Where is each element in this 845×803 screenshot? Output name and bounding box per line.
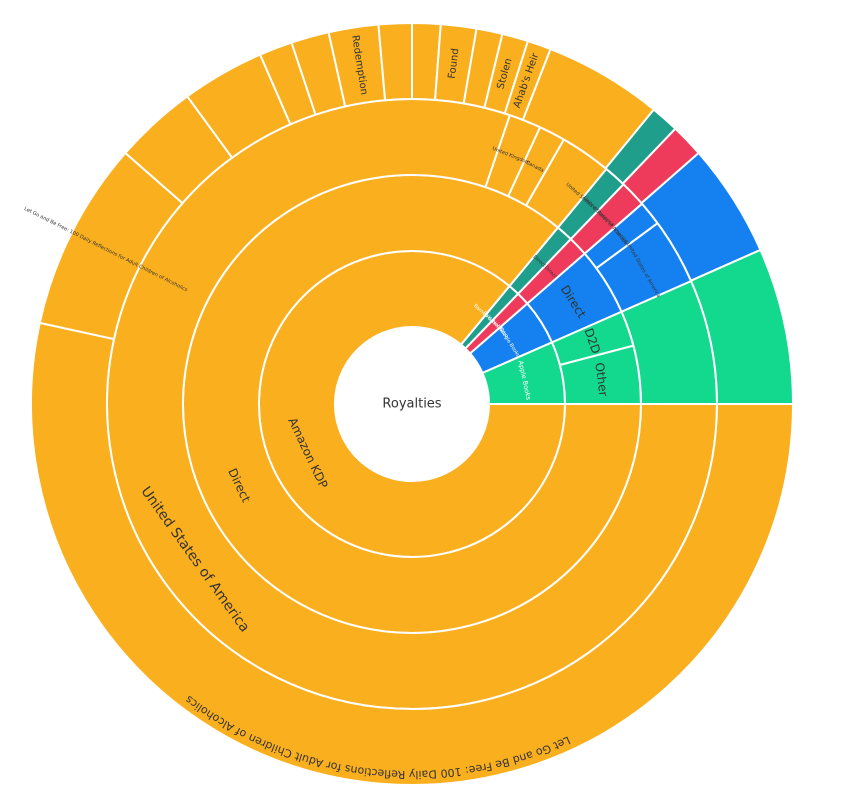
root-label: Royalties [382,397,441,412]
book-wedge-unlabeled-7[interactable] [377,21,413,102]
book-wedge-unlabeled-17[interactable] [689,248,795,405]
wedges [30,21,795,786]
center-hole [335,327,489,481]
channel-label-other-5: Other [592,362,610,398]
book-wedge-let-go-and-be-free-100-daily-reflections-for-adult-children-of-alcoholics-0[interactable] [30,321,795,786]
book-label-found-9: Found [447,48,462,80]
